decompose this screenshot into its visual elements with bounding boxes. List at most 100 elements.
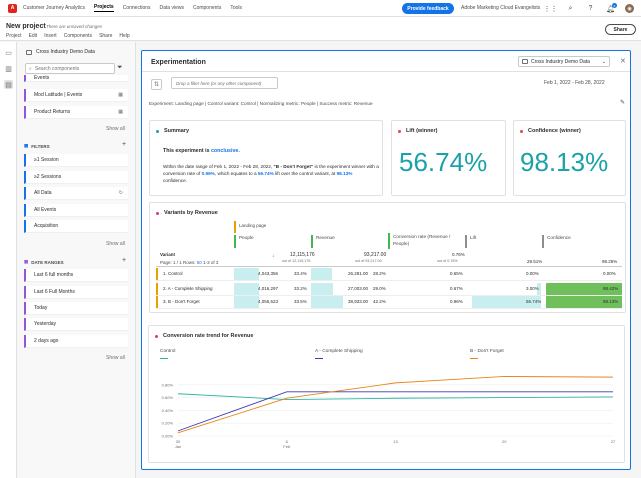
- page-label: Page: 1 / 1 Rows:: [160, 260, 196, 265]
- filter-2-sessions[interactable]: ≥2 Sessions: [24, 171, 128, 184]
- filter-acquisition[interactable]: Acquisition: [24, 220, 128, 233]
- legend-2[interactable]: B - Don't Forget: [470, 349, 504, 354]
- sort-arrow-icon[interactable]: ↓: [272, 253, 275, 258]
- row-people-pct: 33.5%: [294, 299, 307, 304]
- nav-projects[interactable]: Projects: [93, 4, 114, 12]
- trend-title: Conversion rate trend for Revenue: [163, 333, 254, 339]
- component-label: Today: [34, 305, 48, 311]
- date-2-days-ago[interactable]: 2 days ago: [24, 335, 128, 348]
- component-events[interactable]: Events: [24, 75, 128, 82]
- panel-title[interactable]: Experimentation: [151, 59, 206, 66]
- col-conversion-rate[interactable]: Conversion rate (Revenue / People): [388, 233, 464, 249]
- show-all-date-ranges[interactable]: Show all: [106, 355, 125, 361]
- apps-grid-icon[interactable]: ⋮⋮: [543, 5, 558, 13]
- col-label: People: [239, 235, 254, 240]
- search-input[interactable]: [34, 65, 105, 72]
- trend-dot-icon: [155, 334, 158, 338]
- dimension-header[interactable]: Landing page: [239, 223, 267, 228]
- component-product-returns[interactable]: Product Returns ▦: [24, 106, 128, 119]
- date-today[interactable]: Today: [24, 302, 128, 315]
- help-icon[interactable]: ?: [588, 5, 593, 12]
- menu-edit[interactable]: Edit: [28, 33, 38, 39]
- component-label: Acquisition: [34, 223, 59, 229]
- add-filter-button[interactable]: +: [122, 141, 127, 148]
- total-conv: 0.76%: [452, 252, 465, 257]
- summary-winner: "B - Don't Forget": [273, 164, 314, 169]
- menu-share[interactable]: Share: [99, 33, 113, 39]
- date-ranges-header-label: DATE RANGES: [31, 259, 64, 265]
- summary-text: conversion rate of: [163, 171, 202, 176]
- nav-connections[interactable]: Connections: [122, 5, 151, 11]
- col-people[interactable]: People: [234, 235, 310, 248]
- legend-swatch: [470, 358, 478, 359]
- lift-dot-icon: [398, 129, 401, 133]
- show-all-filters[interactable]: Show all: [106, 241, 125, 247]
- dataview-dropdown[interactable]: Cross Industry Demo Data ⌄: [518, 56, 610, 67]
- visualizations-icon[interactable]: ▥: [5, 65, 12, 73]
- bell-icon[interactable]: 🔔︎: [606, 5, 615, 13]
- provide-feedback-button[interactable]: Provide feedback: [402, 3, 454, 14]
- nav-components[interactable]: Components: [192, 5, 222, 11]
- row-name[interactable]: 2. A - Complete Shipping: [163, 286, 213, 291]
- row-name[interactable]: 3. B - Don't Forget: [163, 299, 200, 304]
- org-switcher[interactable]: Adobe Marketing Cloud Evangelists: [461, 5, 541, 11]
- dataview-selector[interactable]: Cross Industry Demo Data: [26, 49, 95, 55]
- component-label: All Data: [34, 190, 52, 196]
- project-bar: New project There are unsaved changes Pr…: [0, 17, 641, 41]
- show-all-metrics[interactable]: Show all: [106, 126, 125, 132]
- date-yesterday[interactable]: Yesterday: [24, 318, 128, 331]
- filter-all-events[interactable]: All Events: [24, 204, 128, 217]
- rows-per-page[interactable]: 50: [196, 260, 202, 265]
- filter-icon[interactable]: ⏷: [117, 64, 123, 71]
- legend-0[interactable]: Control: [160, 349, 176, 354]
- component-label: ≥1 Session: [34, 157, 59, 163]
- component-mod-latitude[interactable]: Mod Latitude | Events ▦: [24, 89, 128, 102]
- nav-tools[interactable]: Tools: [230, 5, 243, 11]
- menu-project[interactable]: Project: [6, 33, 22, 39]
- col-confidence[interactable]: Confidence: [542, 235, 622, 248]
- menu-help[interactable]: Help: [119, 33, 130, 39]
- component-label: 2 days ago: [34, 338, 59, 344]
- share-button[interactable]: Share: [605, 24, 636, 35]
- menu-components[interactable]: Components: [63, 33, 93, 39]
- filter-dropzone[interactable]: Drop a filter here (or any other compone…: [171, 77, 278, 89]
- panel-date-range[interactable]: Feb 1, 2022 - Feb 28, 2022: [544, 80, 605, 86]
- filter-toggle-icon[interactable]: ⇅: [151, 79, 162, 90]
- summary-line-1: This experiment is conclusive.: [163, 148, 240, 155]
- date-ranges-header: ▦ DATE RANGES: [24, 259, 64, 265]
- notification-badge: 6: [612, 3, 617, 8]
- dataview-icon: [522, 59, 528, 64]
- legend-1[interactable]: A - Complete Shipping: [315, 349, 363, 354]
- total-conf: 98.25%: [602, 259, 618, 264]
- menu-insert[interactable]: Insert: [44, 33, 57, 39]
- row-people: 4,055,523: [258, 299, 279, 304]
- adobe-logo-icon[interactable]: A: [8, 3, 17, 13]
- rows-range: 1-3 of 3: [203, 260, 219, 265]
- component-label: Mod Latitude | Events: [34, 92, 83, 98]
- summary-line-3: conversion rate of 0.96%, which equates …: [163, 170, 352, 177]
- components-icon[interactable]: ▤: [4, 80, 13, 89]
- close-icon[interactable]: ✕: [620, 58, 626, 65]
- row-confidence: 98.13%: [603, 299, 619, 304]
- nav-data-views[interactable]: Data views: [159, 5, 184, 11]
- project-title[interactable]: New project: [6, 23, 46, 30]
- row-revenue: 38,933.00: [348, 299, 369, 304]
- date-last-6-full-months[interactable]: Last 6 full months: [24, 269, 128, 282]
- revenue-bar: [311, 283, 333, 295]
- legend-swatch: [315, 358, 323, 359]
- date-last-6-full-months-2[interactable]: Last 6 Full Months: [24, 286, 128, 299]
- col-lift[interactable]: Lift: [465, 235, 541, 248]
- row-name[interactable]: 1. Control: [163, 271, 183, 276]
- row-lift: 0.00%: [526, 271, 539, 276]
- app-name[interactable]: Customer Journey Analytics: [23, 5, 85, 11]
- col-revenue[interactable]: Revenue: [311, 235, 387, 248]
- edit-icon[interactable]: ✎: [620, 100, 626, 106]
- avatar[interactable]: ◉: [625, 4, 634, 13]
- filter-1-session[interactable]: ≥1 Session: [24, 154, 128, 167]
- add-date-range-button[interactable]: +: [122, 257, 127, 264]
- filter-all-data[interactable]: All Data ↻: [24, 187, 128, 200]
- search-icon[interactable]: ⌕: [568, 4, 573, 12]
- panels-icon[interactable]: ▭: [5, 49, 12, 57]
- chevron-down-icon: ⌄: [601, 58, 606, 65]
- search-components[interactable]: ⌕: [25, 63, 115, 74]
